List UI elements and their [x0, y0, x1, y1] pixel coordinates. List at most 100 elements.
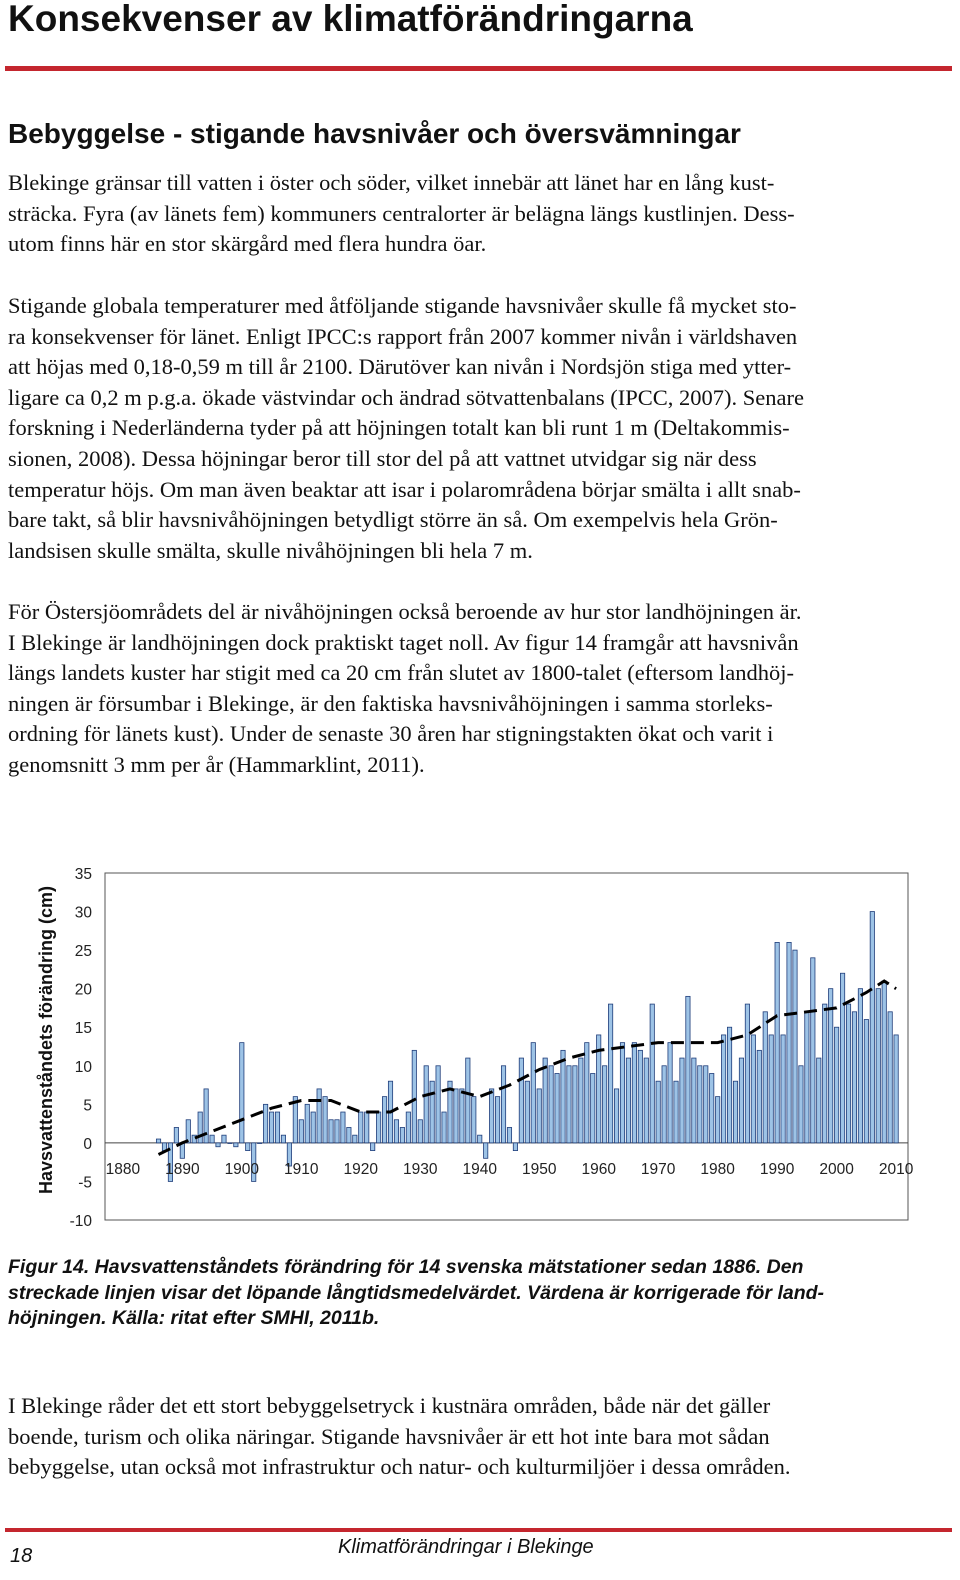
caption-line: streckade linjen visar det löpande långt… — [8, 1281, 825, 1304]
chart-bar — [691, 1057, 697, 1144]
chart-bar — [780, 1034, 786, 1144]
x-tick-label: 1910 — [284, 1161, 319, 1178]
chart-bar — [845, 1003, 852, 1144]
chart-bar — [340, 1111, 346, 1144]
chart-bar — [804, 1011, 810, 1144]
chart-bar — [750, 1034, 756, 1144]
chart-bar — [881, 980, 887, 1144]
chart-bar — [215, 1142, 221, 1148]
chart-trend-layer — [157, 979, 897, 1156]
chart-bar — [566, 1065, 572, 1144]
chart-bar — [274, 1111, 281, 1144]
chart-bar — [399, 1127, 405, 1144]
chart-bar — [334, 1119, 340, 1144]
y-tick-label: 30 — [75, 905, 93, 922]
chart-bar — [257, 1142, 263, 1144]
footer-title: Klimatförändringar i Blekinge — [338, 1536, 594, 1558]
chart-bar — [542, 1057, 548, 1144]
chart-bar — [619, 1042, 626, 1144]
paragraph-line: landsisen skulle smälta, skulle nivåhöjn… — [8, 537, 533, 563]
chart-bar — [459, 1088, 465, 1144]
chart-bar — [709, 1073, 715, 1144]
y-tick-label: 5 — [83, 1097, 92, 1114]
chart-ticks-layer: 35 30 25 20 15 10 5 0 -5 -10 1880 1890 1900 1910 1920 1… — [70, 866, 914, 1230]
chart-bar — [286, 1142, 292, 1167]
chart-bar — [727, 1026, 733, 1144]
chart-bar — [316, 1088, 322, 1144]
chart-bar — [893, 1034, 899, 1144]
chart-bar — [376, 1111, 382, 1144]
chart-bar — [810, 957, 816, 1144]
chart-bar — [263, 1103, 269, 1144]
chart-bar — [352, 1134, 358, 1144]
chart-bar — [697, 1065, 703, 1144]
paragraph-line: ra konsekvenser för länet. Enligt IPCC:s… — [8, 323, 798, 349]
chart-bar — [655, 1080, 661, 1144]
paragraph-line: forskning i Nederländerna tyder på att h… — [8, 415, 790, 441]
chart-bar — [269, 1111, 275, 1144]
chart-bar — [483, 1142, 489, 1159]
page-title: Konsekvenser av klimatförändringarna — [8, 0, 693, 39]
chart-bar — [869, 911, 875, 1144]
chart-bar — [572, 1065, 578, 1144]
paragraph-line: bare takt, så blir havsnivåhöjningen bet… — [8, 507, 778, 533]
paragraph-coast: Blekinge gränsar till vatten i öster och… — [8, 168, 953, 260]
x-tick-label: 1890 — [165, 1161, 200, 1178]
paragraph-line: För Östersjöområdets del är nivåhöjninge… — [8, 599, 802, 624]
chart-bar — [786, 942, 792, 1144]
chart-bar — [411, 1049, 417, 1144]
chart-bar — [251, 1142, 257, 1182]
chart-bar — [173, 1127, 179, 1144]
chart-bar — [732, 1080, 739, 1144]
chart-bar — [245, 1142, 251, 1151]
chart-bar — [328, 1119, 334, 1144]
chart-bar — [715, 1096, 721, 1144]
paragraph-sea-level: Stigande globala temperaturer med åtfölj… — [8, 291, 953, 566]
chart-bar — [447, 1080, 453, 1144]
chart-bar — [834, 1026, 840, 1144]
chart-bar — [382, 1096, 388, 1144]
footer-rule — [5, 1528, 952, 1532]
chart-bar — [673, 1080, 679, 1144]
x-tick-label: 1960 — [581, 1161, 616, 1178]
chart-bar — [643, 1057, 649, 1144]
x-tick-label: 1930 — [403, 1161, 438, 1178]
chart-bar — [495, 1096, 501, 1144]
chart-bar — [280, 1134, 286, 1144]
x-tick-label: 1950 — [522, 1161, 557, 1178]
chart-bar — [322, 1096, 328, 1144]
chart-bar — [762, 1011, 768, 1144]
chart-bar — [857, 988, 863, 1144]
chart-bar — [518, 1057, 524, 1144]
chart-bar — [851, 1011, 858, 1144]
chart-bar — [227, 1142, 233, 1144]
chart-bar — [756, 1049, 762, 1144]
paragraph-settlement: I Blekinge råder det ett stort bebyggels… — [8, 1391, 953, 1483]
chart-bar — [506, 1127, 513, 1144]
chart-bar — [346, 1127, 352, 1144]
chart-bar — [584, 1042, 590, 1144]
chart-bar — [554, 1073, 560, 1144]
chart-bar — [625, 1057, 631, 1144]
chart-bar — [304, 1103, 310, 1144]
header-rule — [5, 66, 952, 71]
chart-bar — [417, 1119, 423, 1144]
chart-bar — [560, 1049, 566, 1144]
y-tick-label: 0 — [83, 1136, 92, 1153]
chart-bar — [608, 1003, 614, 1144]
chart-bar — [441, 1111, 447, 1144]
chart-bar — [590, 1073, 596, 1144]
x-tick-label: 1940 — [462, 1161, 497, 1178]
y-tick-label: 15 — [75, 1020, 92, 1037]
y-tick-label: 35 — [75, 866, 92, 883]
x-tick-label: 1900 — [225, 1161, 260, 1178]
chart-bar — [167, 1142, 173, 1182]
chart-bar — [453, 1088, 459, 1144]
paragraph-line: utom finns här en stor skärgård med fler… — [8, 231, 487, 257]
chart-bar — [423, 1065, 429, 1144]
chart-bar — [875, 988, 881, 1144]
paragraph-line: Stigande globala temperaturer med åtfölj… — [8, 293, 797, 318]
chart-bar — [393, 1119, 400, 1144]
paragraph-line: Blekinge gränsar till vatten i öster och… — [8, 170, 775, 195]
chart-bar — [292, 1096, 298, 1144]
